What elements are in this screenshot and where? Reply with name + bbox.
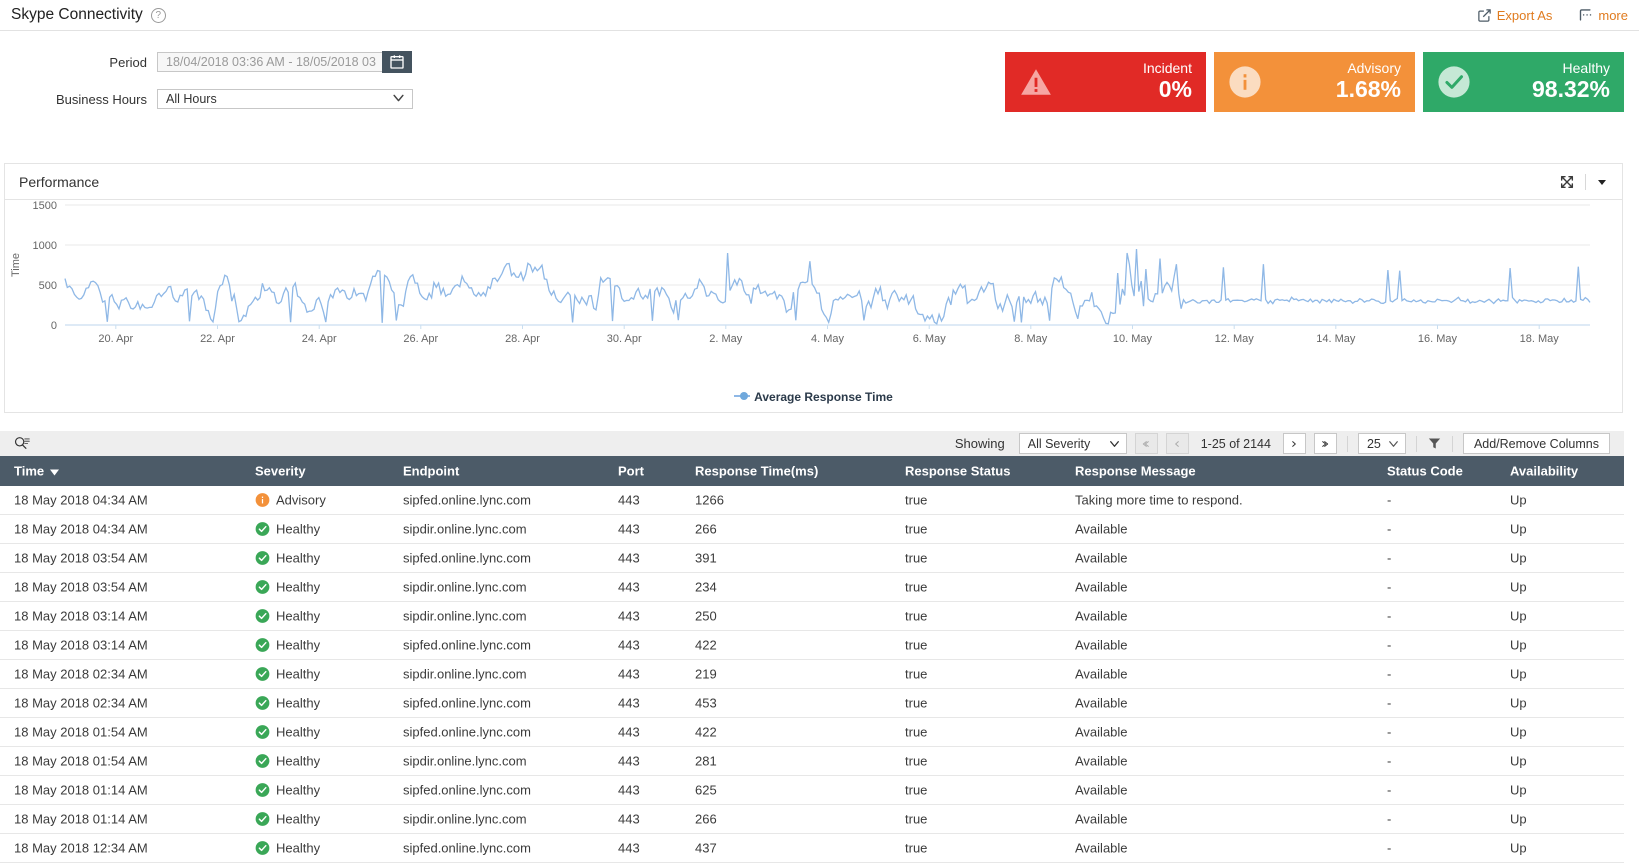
svg-text:30. Apr: 30. Apr bbox=[607, 333, 642, 345]
svg-text:1000: 1000 bbox=[33, 240, 57, 252]
svg-text:26. Apr: 26. Apr bbox=[403, 333, 438, 345]
svg-text:8. May: 8. May bbox=[1014, 333, 1048, 345]
svg-text:22. Apr: 22. Apr bbox=[200, 333, 235, 345]
svg-text:18. May: 18. May bbox=[1520, 333, 1560, 345]
svg-text:28. Apr: 28. Apr bbox=[505, 333, 540, 345]
svg-text:1500: 1500 bbox=[33, 200, 57, 212]
svg-text:6. May: 6. May bbox=[913, 333, 947, 345]
svg-text:12. May: 12. May bbox=[1215, 333, 1255, 345]
svg-text:2. May: 2. May bbox=[709, 333, 743, 345]
svg-text:20. Apr: 20. Apr bbox=[98, 333, 133, 345]
svg-text:0: 0 bbox=[51, 320, 57, 332]
svg-text:Time: Time bbox=[10, 253, 22, 277]
svg-text:4. May: 4. May bbox=[811, 333, 845, 345]
svg-text:24. Apr: 24. Apr bbox=[302, 333, 337, 345]
svg-text:16. May: 16. May bbox=[1418, 333, 1458, 345]
svg-text:14. May: 14. May bbox=[1316, 333, 1356, 345]
svg-text:500: 500 bbox=[39, 280, 57, 292]
svg-text:10. May: 10. May bbox=[1113, 333, 1153, 345]
